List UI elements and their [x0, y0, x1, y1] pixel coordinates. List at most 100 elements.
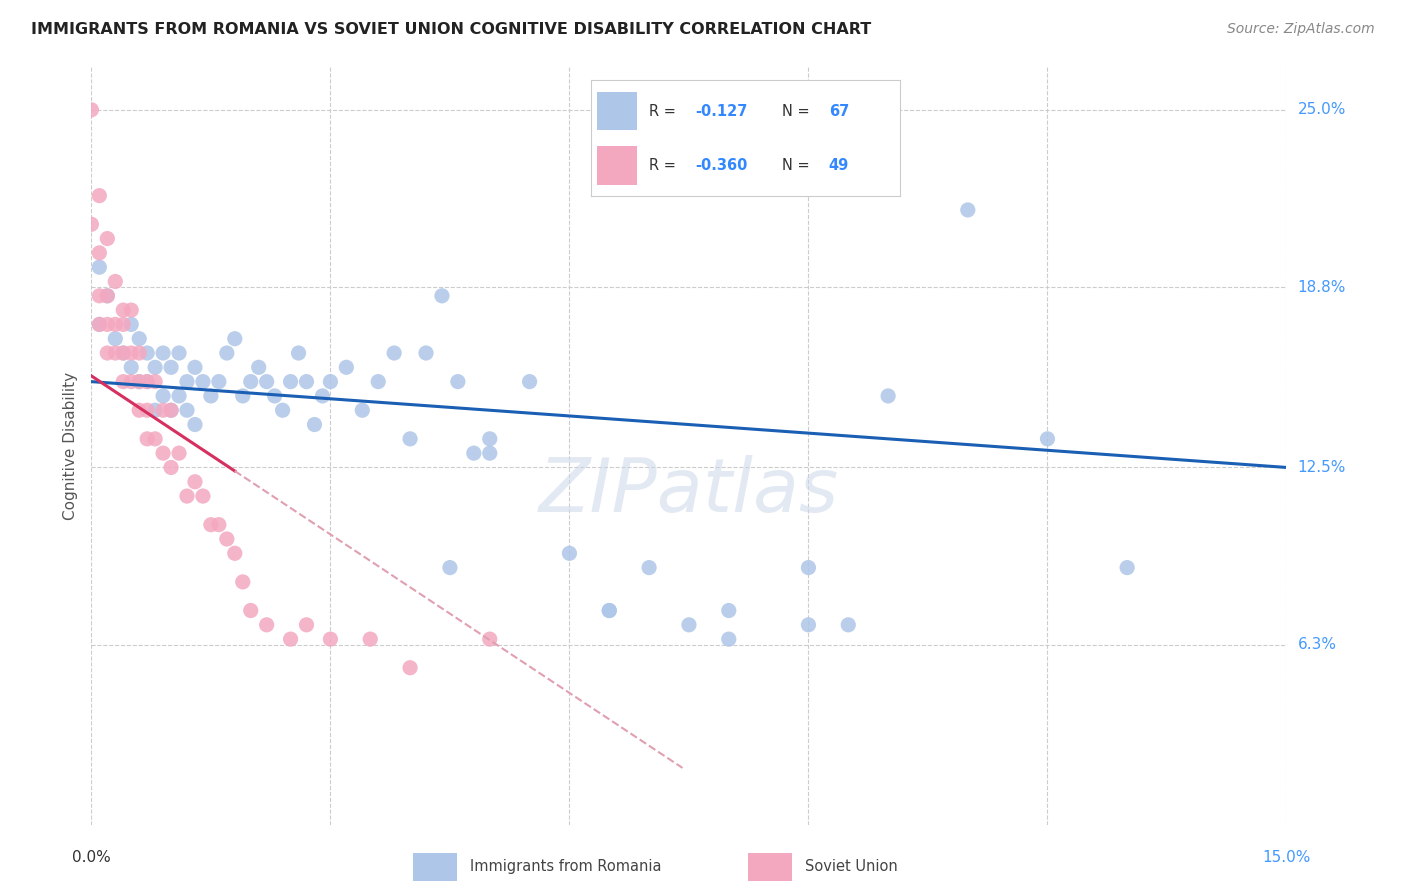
Point — [136, 403, 159, 417]
Point — [143, 432, 166, 446]
Point — [104, 275, 127, 289]
Point — [112, 375, 135, 389]
Text: Soviet Union: Soviet Union — [804, 859, 897, 873]
Point — [415, 346, 437, 360]
Point — [598, 603, 620, 617]
Point — [1036, 432, 1059, 446]
Point — [295, 617, 318, 632]
Point — [143, 403, 166, 417]
Point — [176, 375, 198, 389]
Point — [224, 332, 246, 346]
Text: IMMIGRANTS FROM ROMANIA VS SOVIET UNION COGNITIVE DISABILITY CORRELATION CHART: IMMIGRANTS FROM ROMANIA VS SOVIET UNION … — [31, 22, 872, 37]
Text: ZIPatlas: ZIPatlas — [538, 456, 839, 527]
Text: Source: ZipAtlas.com: Source: ZipAtlas.com — [1227, 22, 1375, 37]
Point — [598, 603, 620, 617]
Point — [152, 446, 174, 460]
Point — [463, 446, 485, 460]
FancyBboxPatch shape — [748, 854, 793, 881]
Text: 6.3%: 6.3% — [1298, 638, 1337, 652]
Point — [247, 360, 270, 375]
Point — [152, 389, 174, 403]
Point — [399, 432, 422, 446]
Point — [271, 403, 294, 417]
Text: 0.0%: 0.0% — [72, 850, 111, 865]
Point — [352, 403, 374, 417]
Point — [160, 403, 183, 417]
Point — [104, 318, 127, 332]
Point — [717, 603, 740, 617]
Point — [96, 289, 118, 303]
Point — [143, 375, 166, 389]
Point — [176, 403, 198, 417]
Text: -0.127: -0.127 — [696, 103, 748, 119]
Text: R =: R = — [650, 158, 681, 173]
Point — [128, 403, 150, 417]
FancyBboxPatch shape — [596, 92, 637, 130]
Point — [104, 332, 127, 346]
Point — [319, 632, 342, 647]
Text: 25.0%: 25.0% — [1298, 103, 1346, 118]
Point — [232, 389, 254, 403]
Point — [191, 489, 214, 503]
Point — [120, 318, 142, 332]
Point — [1116, 560, 1139, 574]
Point — [80, 217, 103, 231]
Point — [399, 661, 422, 675]
Point — [478, 446, 501, 460]
Point — [120, 303, 142, 318]
Point — [128, 375, 150, 389]
Point — [112, 303, 135, 318]
Point — [519, 375, 541, 389]
Point — [558, 546, 581, 560]
Point — [136, 346, 159, 360]
Text: N =: N = — [782, 103, 814, 119]
Text: 67: 67 — [828, 103, 849, 119]
Point — [160, 403, 183, 417]
Point — [167, 346, 190, 360]
Text: R =: R = — [650, 103, 681, 119]
Point — [280, 632, 302, 647]
Point — [167, 446, 190, 460]
Point — [638, 560, 661, 574]
Point — [430, 289, 453, 303]
Point — [136, 432, 159, 446]
Point — [89, 188, 111, 202]
Point — [232, 574, 254, 589]
Point — [447, 375, 470, 389]
Point — [96, 289, 118, 303]
Point — [89, 260, 111, 275]
Point — [184, 417, 207, 432]
Point — [200, 517, 222, 532]
Point — [208, 375, 231, 389]
Point — [128, 346, 150, 360]
Text: 15.0%: 15.0% — [1263, 850, 1310, 865]
Point — [160, 460, 183, 475]
Text: 49: 49 — [828, 158, 849, 173]
Text: Immigrants from Romania: Immigrants from Romania — [470, 859, 661, 873]
Point — [215, 532, 238, 546]
Point — [478, 432, 501, 446]
Point — [215, 346, 238, 360]
Point — [128, 375, 150, 389]
Point — [152, 403, 174, 417]
Point — [89, 289, 111, 303]
Point — [104, 346, 127, 360]
Point — [160, 360, 183, 375]
Point — [96, 318, 118, 332]
Point — [176, 489, 198, 503]
Point — [184, 360, 207, 375]
Point — [439, 560, 461, 574]
Point — [112, 318, 135, 332]
Point — [256, 375, 278, 389]
Point — [280, 375, 302, 389]
FancyBboxPatch shape — [596, 146, 637, 185]
Point — [136, 375, 159, 389]
Point — [837, 617, 859, 632]
Text: -0.360: -0.360 — [696, 158, 748, 173]
Point — [191, 375, 214, 389]
Point — [143, 360, 166, 375]
Point — [295, 375, 318, 389]
Point — [184, 475, 207, 489]
Point — [956, 202, 979, 217]
Point — [89, 318, 111, 332]
